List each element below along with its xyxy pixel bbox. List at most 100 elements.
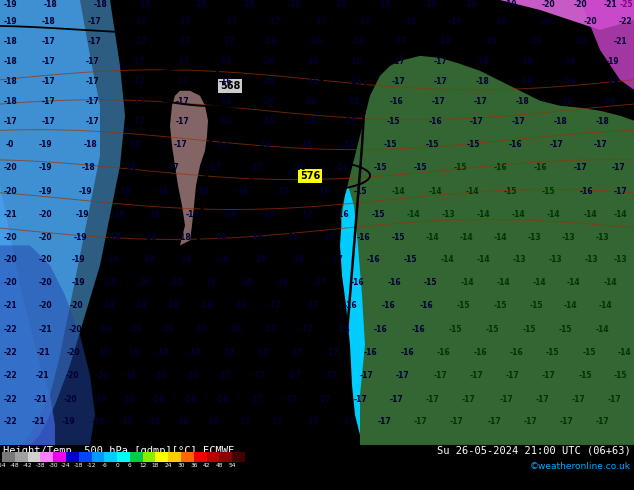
Text: -21: -21: [36, 347, 50, 357]
Text: -15: -15: [559, 325, 572, 334]
Text: -19: -19: [193, 325, 207, 334]
Text: -17: -17: [166, 163, 180, 172]
Text: -14: -14: [406, 210, 420, 219]
Text: -17: -17: [176, 57, 190, 66]
Text: -14: -14: [613, 210, 627, 219]
Text: -16: -16: [343, 301, 357, 310]
Text: -17: -17: [215, 140, 229, 149]
Bar: [105, 452, 117, 462]
Text: -17: -17: [176, 117, 190, 126]
Text: -16: -16: [373, 325, 387, 334]
Text: -17: -17: [596, 417, 610, 426]
Text: -19: -19: [96, 347, 110, 357]
Text: -17: -17: [550, 140, 564, 149]
Text: -13: -13: [512, 255, 526, 264]
Text: -18: -18: [178, 233, 192, 242]
Text: -16: -16: [261, 77, 275, 86]
Text: -18: -18: [3, 57, 17, 66]
Text: -17: -17: [41, 37, 55, 47]
Text: -15: -15: [403, 255, 417, 264]
Text: -19: -19: [3, 18, 17, 26]
Bar: [2, 452, 15, 462]
Text: -18: -18: [151, 394, 165, 404]
Text: 54: 54: [228, 464, 236, 468]
Text: -14: -14: [460, 278, 474, 287]
Text: -15: -15: [466, 140, 480, 149]
Text: -17: -17: [462, 394, 476, 404]
Text: -20: -20: [38, 233, 52, 242]
Bar: [194, 452, 207, 462]
Text: -15: -15: [346, 97, 359, 106]
Text: -17: -17: [469, 370, 483, 380]
Text: -17: -17: [86, 117, 100, 126]
Text: -17: -17: [450, 417, 464, 426]
Text: -19: -19: [95, 370, 109, 380]
Text: -17: -17: [3, 117, 17, 126]
Text: -18: -18: [121, 394, 135, 404]
Text: -19: -19: [493, 18, 507, 26]
Text: -17: -17: [433, 57, 447, 66]
Text: -14: -14: [476, 210, 490, 219]
Text: -18: -18: [176, 417, 190, 426]
Text: -18: -18: [203, 278, 217, 287]
Text: -21: -21: [613, 37, 627, 47]
Text: -16: -16: [261, 57, 275, 66]
Polygon shape: [500, 0, 634, 30]
Text: -20: -20: [38, 301, 52, 310]
Text: -20: -20: [253, 255, 267, 264]
Text: -17: -17: [433, 370, 447, 380]
Text: -20: -20: [541, 0, 555, 9]
Text: -17: -17: [469, 117, 483, 126]
Text: -17: -17: [237, 417, 251, 426]
Text: -21: -21: [36, 370, 49, 380]
Text: -15: -15: [503, 187, 517, 196]
Text: -17: -17: [313, 278, 327, 287]
Text: -38: -38: [36, 464, 45, 468]
Text: -18: -18: [476, 77, 490, 86]
Polygon shape: [0, 0, 55, 445]
Text: -17: -17: [305, 417, 319, 426]
Text: -15: -15: [613, 370, 627, 380]
Text: -17: -17: [499, 394, 513, 404]
Text: -13: -13: [584, 255, 598, 264]
Text: -17: -17: [359, 370, 373, 380]
Text: -16: -16: [356, 233, 370, 242]
Text: -17: -17: [523, 417, 537, 426]
Text: -16: -16: [348, 57, 362, 66]
Text: -18: -18: [333, 0, 347, 9]
Text: -17: -17: [313, 18, 327, 26]
Text: -18: -18: [166, 301, 180, 310]
Text: -18: -18: [153, 370, 167, 380]
Text: -18: -18: [188, 347, 202, 357]
Text: -14: -14: [428, 187, 442, 196]
Text: -20: -20: [38, 278, 52, 287]
Text: -19: -19: [93, 394, 107, 404]
Text: -19: -19: [602, 97, 616, 106]
Text: -17: -17: [276, 187, 290, 196]
Bar: [181, 452, 194, 462]
Text: -18: -18: [108, 233, 122, 242]
Text: -20: -20: [3, 255, 17, 264]
Text: -18: -18: [156, 187, 170, 196]
Text: -22: -22: [3, 347, 17, 357]
Text: 30: 30: [178, 464, 184, 468]
Text: -14: -14: [566, 278, 580, 287]
Text: -18: -18: [233, 301, 247, 310]
Bar: [53, 452, 66, 462]
Text: -20: -20: [573, 0, 587, 9]
Text: -0: -0: [6, 140, 14, 149]
Text: -18: -18: [143, 233, 157, 242]
Text: -17: -17: [506, 370, 520, 380]
Text: -16: -16: [509, 347, 523, 357]
Text: -17: -17: [593, 140, 607, 149]
Text: -16: -16: [387, 278, 401, 287]
Text: -17: -17: [131, 97, 145, 106]
Polygon shape: [0, 0, 100, 445]
Text: -17: -17: [287, 370, 301, 380]
Text: -15: -15: [582, 347, 596, 357]
Text: -17: -17: [86, 57, 100, 66]
Text: -17: -17: [176, 97, 190, 106]
Text: -18: -18: [519, 77, 533, 86]
Text: -18: -18: [236, 187, 250, 196]
Text: -18: -18: [156, 347, 170, 357]
